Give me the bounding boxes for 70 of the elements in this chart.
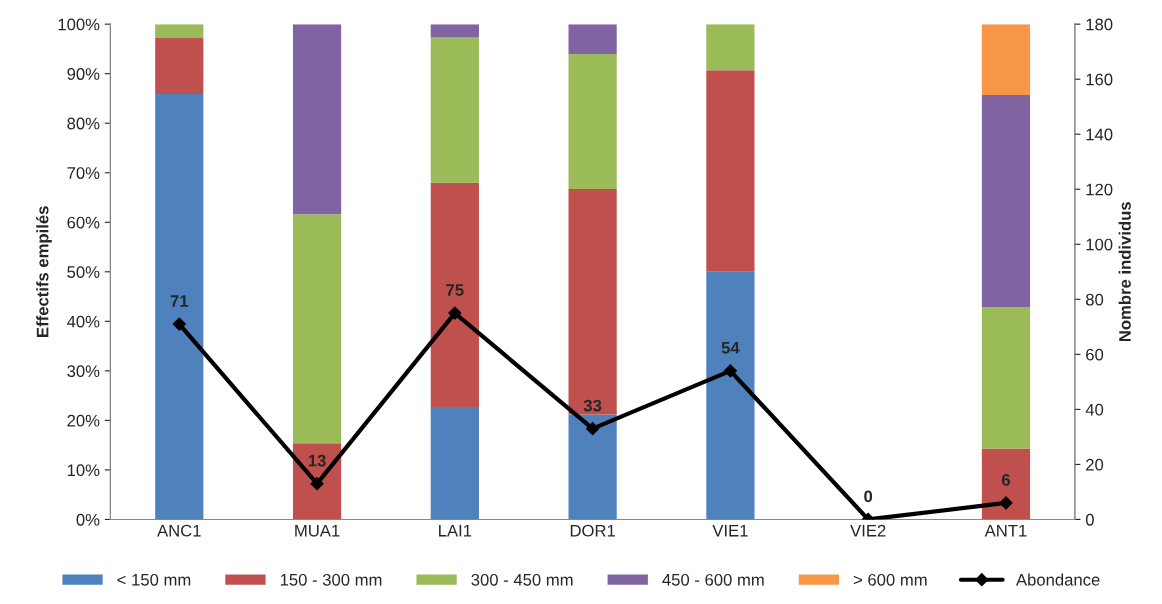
- bar: [155, 24, 204, 39]
- x-tick-label: ANC1: [157, 524, 201, 537]
- bar: [981, 448, 1031, 520]
- x-tick-label: MUA1: [295, 524, 340, 537]
- legend-label: Abondance: [1015, 573, 1100, 586]
- legend-label: 150 - 300 mm: [280, 573, 382, 586]
- data-label: 13: [308, 454, 326, 467]
- bar: [155, 38, 204, 94]
- x-tick-label: DOR1: [570, 524, 615, 537]
- data-label: 54: [721, 342, 740, 354]
- bar: [706, 24, 755, 71]
- bar: [430, 37, 479, 183]
- y2-tick-label: 80: [1085, 293, 1104, 306]
- data-label: 0: [864, 490, 873, 503]
- bar: [292, 443, 342, 520]
- legend-label: 450 - 600 mm: [662, 573, 764, 586]
- bar: [706, 70, 755, 272]
- bar: [430, 24, 479, 38]
- point: [448, 306, 462, 320]
- y2-tick-label: 0: [1085, 513, 1094, 526]
- y2-tick-label: 120: [1086, 183, 1113, 196]
- y2-axis-title: Nombre individus: [1118, 202, 1131, 342]
- bar: [430, 407, 479, 520]
- y-tick-label: 20%: [67, 414, 100, 427]
- bar: [292, 214, 342, 444]
- y-tick-label: 80%: [67, 117, 100, 130]
- data-label: 75: [446, 284, 464, 296]
- point: [172, 317, 186, 331]
- bar: [981, 24, 1031, 95]
- x-tick-label: LAI1: [439, 524, 472, 537]
- bar: [568, 53, 617, 190]
- y-tick-label: 70%: [67, 167, 100, 179]
- x-tick-label: VIE1: [712, 524, 748, 537]
- y-tick-label: 50%: [67, 266, 100, 278]
- data-label: 33: [583, 399, 602, 412]
- bar: [568, 24, 617, 54]
- y2-tick-label: 100: [1086, 238, 1113, 251]
- y2-tick-label: 140: [1086, 128, 1113, 141]
- y-tick-label: 40%: [67, 315, 100, 328]
- point: [999, 496, 1013, 510]
- y2-tick-label: 40: [1085, 403, 1104, 416]
- y2-tick-label: 160: [1086, 73, 1113, 86]
- y-tick-label: 60%: [67, 216, 100, 229]
- x-tick-label: VIE2: [850, 524, 886, 537]
- point: [586, 422, 600, 436]
- point: [310, 477, 324, 491]
- y2-tick-label: 20: [1086, 458, 1104, 471]
- x-tick-label: ANT1: [984, 524, 1027, 537]
- bar: [568, 414, 617, 520]
- legend-label: 300 - 450 mm: [471, 573, 573, 586]
- bar: [292, 24, 342, 215]
- bar: [430, 182, 479, 408]
- bar: [981, 306, 1031, 449]
- y2-tick-label: 180: [1086, 18, 1113, 31]
- point: [723, 364, 737, 378]
- bar: [981, 94, 1031, 307]
- y-tick-label: 0%: [76, 513, 100, 526]
- bar: [706, 271, 755, 520]
- y-axis-title: Effectifs empilés: [36, 206, 52, 337]
- legend-label: < 150 mm: [117, 573, 191, 586]
- y-tick-label: 100%: [58, 18, 100, 31]
- y-tick-label: 90%: [67, 68, 100, 80]
- y-tick-label: 30%: [67, 365, 100, 378]
- data-label: 6: [1001, 473, 1010, 486]
- bar: [155, 93, 204, 520]
- bar: [568, 189, 617, 415]
- y-tick-label: 10%: [67, 464, 100, 477]
- y2-tick-label: 60: [1086, 348, 1104, 361]
- legend-label: > 600 mm: [853, 573, 927, 586]
- data-label: 71: [170, 295, 189, 307]
